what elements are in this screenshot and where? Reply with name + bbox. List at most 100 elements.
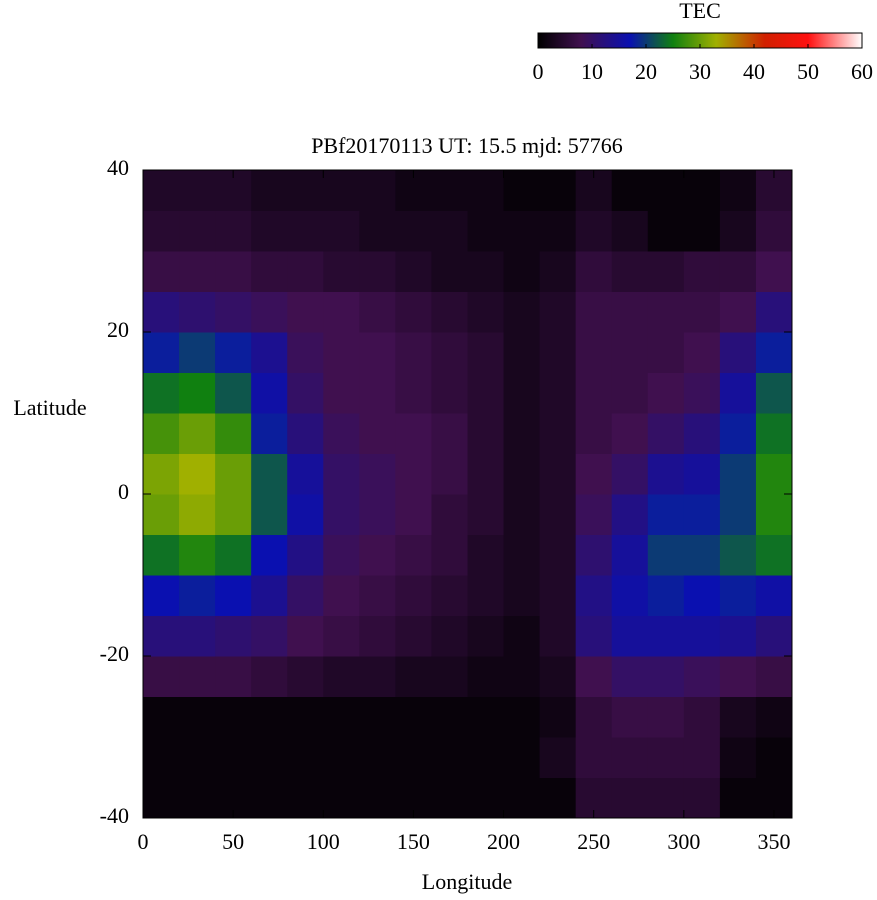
heat-cell	[323, 170, 360, 211]
x-tick-label: 0	[138, 829, 149, 854]
heat-cell	[431, 615, 468, 657]
heat-cell	[575, 737, 613, 778]
heat-cell	[359, 737, 396, 778]
heat-cell	[215, 372, 252, 414]
heat-cell	[503, 332, 541, 373]
heat-cell	[395, 453, 432, 495]
heat-cell	[431, 575, 468, 616]
heat-cell	[503, 777, 541, 819]
heat-cell	[503, 615, 541, 657]
heat-cell	[539, 332, 577, 373]
heat-cell	[575, 291, 613, 333]
heat-cell	[467, 696, 505, 738]
heat-cell	[755, 413, 793, 454]
heat-cell	[287, 696, 324, 738]
heat-cell	[575, 453, 613, 495]
heat-cell	[647, 777, 685, 819]
heat-cell	[143, 615, 180, 657]
heat-cell	[503, 372, 541, 414]
heat-cell	[143, 372, 180, 414]
heat-cell	[251, 413, 288, 454]
heat-cell	[395, 291, 432, 333]
x-tick-label: 300	[667, 829, 700, 854]
heat-cell	[359, 210, 396, 252]
heat-cell	[611, 737, 649, 778]
heat-cell	[467, 737, 505, 778]
colorbar-tick-label: 60	[851, 59, 873, 84]
heat-cell	[215, 696, 252, 738]
heat-cell	[359, 453, 396, 495]
heat-cell	[251, 453, 288, 495]
heat-cell	[179, 453, 216, 495]
heat-cell	[143, 656, 180, 697]
heat-cell	[323, 656, 360, 697]
heat-cell	[719, 494, 757, 535]
y-tick-label: -40	[100, 803, 129, 828]
heat-cell	[215, 332, 252, 373]
colorbar-tick-label: 10	[581, 59, 603, 84]
heat-cell	[395, 737, 432, 778]
heat-cell	[611, 413, 649, 454]
heat-cell	[503, 413, 541, 454]
heat-cell	[431, 777, 468, 819]
heat-cell	[467, 453, 505, 495]
heat-cell	[755, 575, 793, 616]
heat-cell	[611, 291, 649, 333]
heat-cell	[215, 615, 252, 657]
heat-cell	[143, 453, 180, 495]
heat-cell	[719, 534, 757, 576]
heat-cell	[647, 696, 685, 738]
heat-cell	[215, 534, 252, 576]
heat-cell	[467, 210, 505, 252]
heat-cell	[719, 251, 757, 292]
heat-cell	[647, 737, 685, 778]
heat-cell	[359, 332, 396, 373]
heat-cell	[287, 777, 324, 819]
y-tick-label: -20	[100, 641, 129, 666]
heat-cell	[431, 696, 468, 738]
heat-cell	[287, 170, 324, 211]
colorbar-tick-label: 30	[689, 59, 711, 84]
heat-cell	[539, 777, 577, 819]
heat-cell	[179, 210, 216, 252]
heat-cell	[359, 534, 396, 576]
heat-cell	[431, 534, 468, 576]
heat-cell	[395, 251, 432, 292]
heat-cell	[611, 777, 649, 819]
heat-cell	[323, 737, 360, 778]
heat-cell	[143, 251, 180, 292]
heat-cell	[287, 534, 324, 576]
heat-cell	[467, 413, 505, 454]
heat-cell	[467, 615, 505, 657]
heat-cell	[755, 534, 793, 576]
x-tick-label: 200	[487, 829, 520, 854]
heat-cell	[755, 372, 793, 414]
heat-cell	[395, 494, 432, 535]
heat-cell	[719, 332, 757, 373]
heat-cell	[755, 615, 793, 657]
x-tick-label: 150	[397, 829, 430, 854]
heat-cell	[251, 210, 288, 252]
heat-cell	[611, 332, 649, 373]
heat-cell	[323, 251, 360, 292]
heat-cell	[755, 291, 793, 333]
heat-cell	[575, 251, 613, 292]
heat-cell	[467, 575, 505, 616]
heat-cell	[143, 291, 180, 333]
heat-cell	[287, 737, 324, 778]
heat-cell	[611, 170, 649, 211]
heat-cell	[359, 575, 396, 616]
heat-cell	[359, 615, 396, 657]
heat-cell	[395, 413, 432, 454]
heat-cell	[359, 413, 396, 454]
heat-cell	[503, 696, 541, 738]
heat-cell	[755, 737, 793, 778]
heat-cell	[467, 251, 505, 292]
heat-cell	[647, 291, 685, 333]
heat-cell	[179, 656, 216, 697]
heat-cell	[647, 251, 685, 292]
heat-cell	[215, 737, 252, 778]
heat-cell	[143, 534, 180, 576]
heat-cell	[467, 656, 505, 697]
